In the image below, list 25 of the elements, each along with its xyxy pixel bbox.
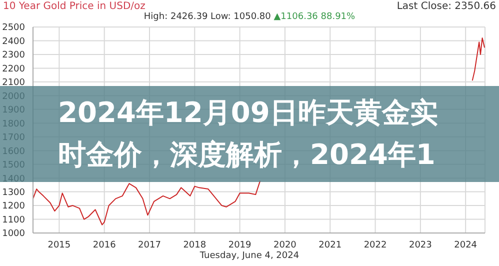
x-tick-label: 2020 bbox=[274, 240, 297, 250]
y-tick-label: 2100 bbox=[2, 78, 26, 88]
annotation: 2024年12月09日昨天黄金实时金价，深度解析，2024年1 bbox=[58, 95, 439, 173]
x-tick-label: 2015 bbox=[48, 240, 71, 250]
y-tick-label: 1100 bbox=[2, 215, 26, 226]
x-tick-label: 2017 bbox=[138, 240, 161, 250]
y-tick-label: 2200 bbox=[2, 64, 26, 74]
y-tick-label: 1000 bbox=[2, 229, 26, 240]
text: Tuesday, June 4, 2024 bbox=[198, 251, 300, 261]
x-tick-label: 2024 bbox=[454, 240, 478, 250]
text: ▲1106.36 88.91% bbox=[274, 12, 356, 22]
x-tick-label: 2018 bbox=[183, 240, 206, 250]
x-tick-label: 2021 bbox=[318, 240, 342, 250]
chart-subtitle: High: 2426.39 Low: 1050.80 bbox=[144, 12, 271, 22]
x-tick-label: 2023 bbox=[408, 240, 432, 250]
y-tick-label: 1300 bbox=[2, 188, 26, 198]
text: Last Close: 2350.66 bbox=[396, 1, 496, 12]
y-tick-label: 1200 bbox=[2, 202, 26, 212]
chart-title: 10 Year Gold Price in USD/oz bbox=[3, 1, 146, 12]
x-tick-label: 2016 bbox=[92, 240, 116, 250]
y-tick-label: 2400 bbox=[2, 36, 26, 47]
y-tick-label: 2300 bbox=[2, 50, 26, 61]
y-tick-label: 2500 bbox=[2, 23, 26, 34]
x-tick-label: 2022 bbox=[364, 240, 387, 250]
x-tick-label: 2019 bbox=[228, 240, 252, 250]
